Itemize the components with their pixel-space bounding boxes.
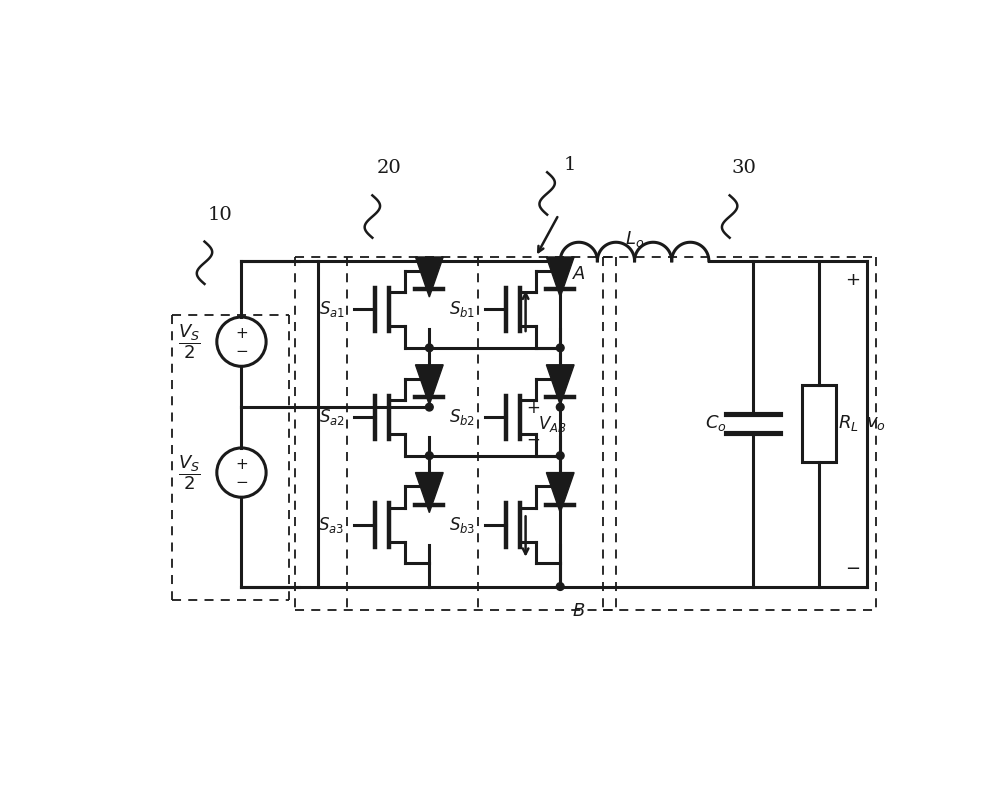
Circle shape <box>425 403 433 411</box>
Bar <box>802 385 836 462</box>
Text: $-$: $-$ <box>845 558 860 576</box>
Text: $S_{b1}$: $S_{b1}$ <box>449 299 476 319</box>
Text: $-$: $-$ <box>235 342 248 357</box>
Text: $S_{a1}$: $S_{a1}$ <box>319 299 345 319</box>
Text: $S_{b2}$: $S_{b2}$ <box>449 407 476 427</box>
Text: 20: 20 <box>377 160 402 177</box>
Circle shape <box>556 452 564 460</box>
Circle shape <box>425 344 433 352</box>
Text: 10: 10 <box>208 206 232 224</box>
Circle shape <box>556 344 564 352</box>
Text: $v_o$: $v_o$ <box>866 414 886 432</box>
Circle shape <box>556 583 564 591</box>
Polygon shape <box>546 472 574 513</box>
Text: $B$: $B$ <box>572 602 585 620</box>
Circle shape <box>556 257 564 264</box>
Text: $\dfrac{V_S}{2}$: $\dfrac{V_S}{2}$ <box>178 453 201 492</box>
Text: $V_{AB}$: $V_{AB}$ <box>538 414 567 434</box>
Text: +: + <box>845 271 860 289</box>
Text: 1: 1 <box>564 156 576 174</box>
Circle shape <box>425 452 433 460</box>
Text: $+$: $+$ <box>235 326 248 341</box>
Text: $+$: $+$ <box>235 457 248 472</box>
Text: 30: 30 <box>731 160 756 177</box>
Text: $\dfrac{V_S}{2}$: $\dfrac{V_S}{2}$ <box>178 322 201 361</box>
Text: +: + <box>526 399 540 418</box>
Polygon shape <box>415 364 443 405</box>
Polygon shape <box>546 257 574 297</box>
Text: $S_{a2}$: $S_{a2}$ <box>319 407 345 427</box>
Text: $R_L$: $R_L$ <box>838 414 859 434</box>
Text: $S_{b3}$: $S_{b3}$ <box>449 515 476 535</box>
Text: $C_o$: $C_o$ <box>705 414 727 434</box>
Text: $A$: $A$ <box>572 264 586 283</box>
Text: $-$: $-$ <box>235 472 248 488</box>
Text: $S_{a3}$: $S_{a3}$ <box>318 515 345 535</box>
Text: $-$: $-$ <box>526 430 540 448</box>
Polygon shape <box>415 472 443 513</box>
Text: $L_o$: $L_o$ <box>625 229 644 249</box>
Circle shape <box>556 403 564 411</box>
Polygon shape <box>546 364 574 405</box>
Polygon shape <box>415 257 443 297</box>
